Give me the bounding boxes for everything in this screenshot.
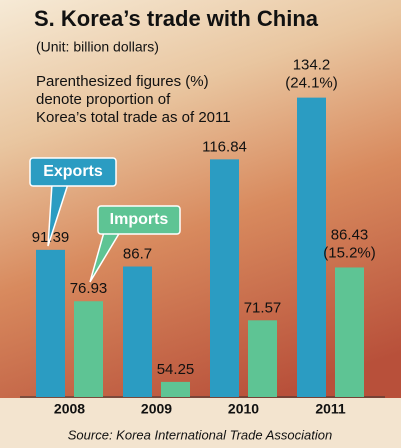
value-label: 54.25 (157, 361, 195, 378)
bar (123, 266, 152, 397)
bar (210, 159, 239, 397)
bar (248, 320, 277, 397)
legend-box (29, 157, 117, 187)
value-label: 86.43 (331, 226, 369, 243)
value-label: 134.2 (293, 57, 331, 74)
bar (297, 97, 326, 397)
x-tick-label: 2011 (315, 401, 346, 417)
bar (74, 301, 103, 397)
x-tick-label: 2008 (54, 401, 85, 417)
value-label: 116.84 (202, 138, 247, 155)
x-tick-label: 2009 (141, 401, 172, 417)
value-label: 71.57 (244, 299, 282, 316)
bar (36, 249, 65, 397)
subtitle: (Unit: billion dollars) (36, 39, 159, 55)
legend-box (97, 205, 181, 235)
footer-band (0, 398, 401, 448)
note-line: denote proportion of (36, 91, 171, 108)
legend-label: Exports (43, 163, 103, 180)
chart-title: S. Korea’s trade with China (34, 6, 319, 31)
bar (335, 267, 364, 397)
bar (161, 381, 190, 397)
note-line: Parenthesized figures (%) (36, 73, 209, 90)
note-line: Korea’s total trade as of 2011 (36, 109, 231, 126)
legend-label: Imports (110, 211, 169, 228)
x-tick-label: 2010 (228, 401, 259, 417)
value-label: 86.7 (123, 245, 152, 262)
share-label: (24.1%) (285, 75, 338, 92)
share-label: (15.2%) (323, 244, 376, 261)
source: Source: Korea International Trade Associ… (68, 427, 332, 442)
value-label: 76.93 (70, 280, 108, 297)
